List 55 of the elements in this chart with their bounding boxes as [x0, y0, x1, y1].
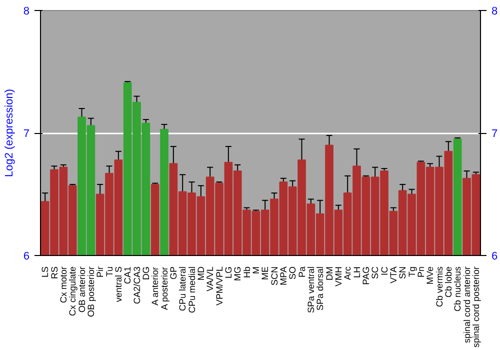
- x-tick-label: Cb lobe: [443, 266, 454, 298]
- x-tick-label: OB posterior: [86, 266, 96, 318]
- x-tick-label: Pn: [416, 266, 426, 278]
- y2-tick-label: 7: [492, 128, 498, 140]
- x-tick-label: VTA: [388, 266, 398, 284]
- x-tick-label: OB anterior: [76, 266, 87, 313]
- y-tick-label: 8: [23, 6, 30, 18]
- x-tick-label: CPu lateral: [178, 266, 188, 312]
- x-tick-label: Pir: [95, 266, 106, 278]
- x-tick-label: IC: [379, 266, 390, 276]
- x-tick-label: MG: [232, 266, 243, 281]
- x-tick-label: Tu: [104, 266, 114, 277]
- x-tick-label: CA1: [122, 266, 133, 284]
- y-tick-label: 6: [23, 250, 30, 262]
- x-tick-label: ventral S: [113, 266, 124, 302]
- x-tick-label: A anterior: [150, 266, 160, 306]
- y2-tick-label: 6: [492, 250, 498, 262]
- x-tick-label: A posterior: [159, 266, 170, 310]
- y-axis-title: Log2 (expression): [3, 88, 16, 178]
- x-tick-label: spinal cord posterior: [470, 266, 481, 348]
- x-tick-label: VPM/VPL: [214, 266, 224, 306]
- x-tick-label: VMH: [333, 266, 344, 286]
- x-tick-label: Cx motor: [58, 266, 68, 304]
- x-tick-label: LH: [352, 266, 362, 278]
- x-tick-label: Hb: [242, 266, 252, 278]
- x-tick-label: Cx cingulate: [68, 266, 78, 316]
- x-tick-label: CPu medial: [186, 266, 197, 314]
- x-tick-label: VA/VL: [205, 266, 216, 292]
- x-tick-label: DM: [324, 266, 334, 280]
- x-tick-label: CA2/CA3: [132, 266, 142, 304]
- x-tick-label: SCN: [269, 266, 280, 286]
- x-tick-label: SC: [370, 266, 380, 279]
- x-tick-label: Arc: [342, 266, 353, 280]
- x-tick-label: DG: [140, 266, 151, 280]
- x-tick-label: M: [250, 266, 261, 274]
- x-tick-label: SPa dorsal: [315, 266, 326, 311]
- x-tick-label: Cb vermis: [434, 266, 444, 308]
- x-tick-label: RS: [49, 266, 60, 279]
- x-tick-label: MD: [196, 266, 206, 280]
- x-tick-label: MPA: [278, 266, 288, 286]
- x-tick-label: SN: [398, 266, 408, 279]
- x-tick-label: Pa: [296, 266, 307, 278]
- x-tick-label: GP: [168, 266, 178, 280]
- x-tick-label: LS: [40, 266, 50, 278]
- x-tick-label: ME: [260, 266, 270, 280]
- x-tick-label: SPa ventral: [306, 266, 316, 314]
- x-tick-label: SO: [288, 266, 298, 280]
- x-tick-label: spinal cord anterior: [462, 266, 472, 344]
- x-tick-label: LG: [223, 266, 234, 279]
- x-tick-label: PAG: [360, 266, 371, 285]
- y-tick-label: 7: [23, 128, 30, 140]
- y2-tick-label: 8: [492, 6, 498, 18]
- x-tick-label: Tg: [406, 266, 417, 278]
- x-tick-label: MVe: [425, 266, 436, 285]
- x-tick-label: Cb nucleus: [452, 266, 463, 312]
